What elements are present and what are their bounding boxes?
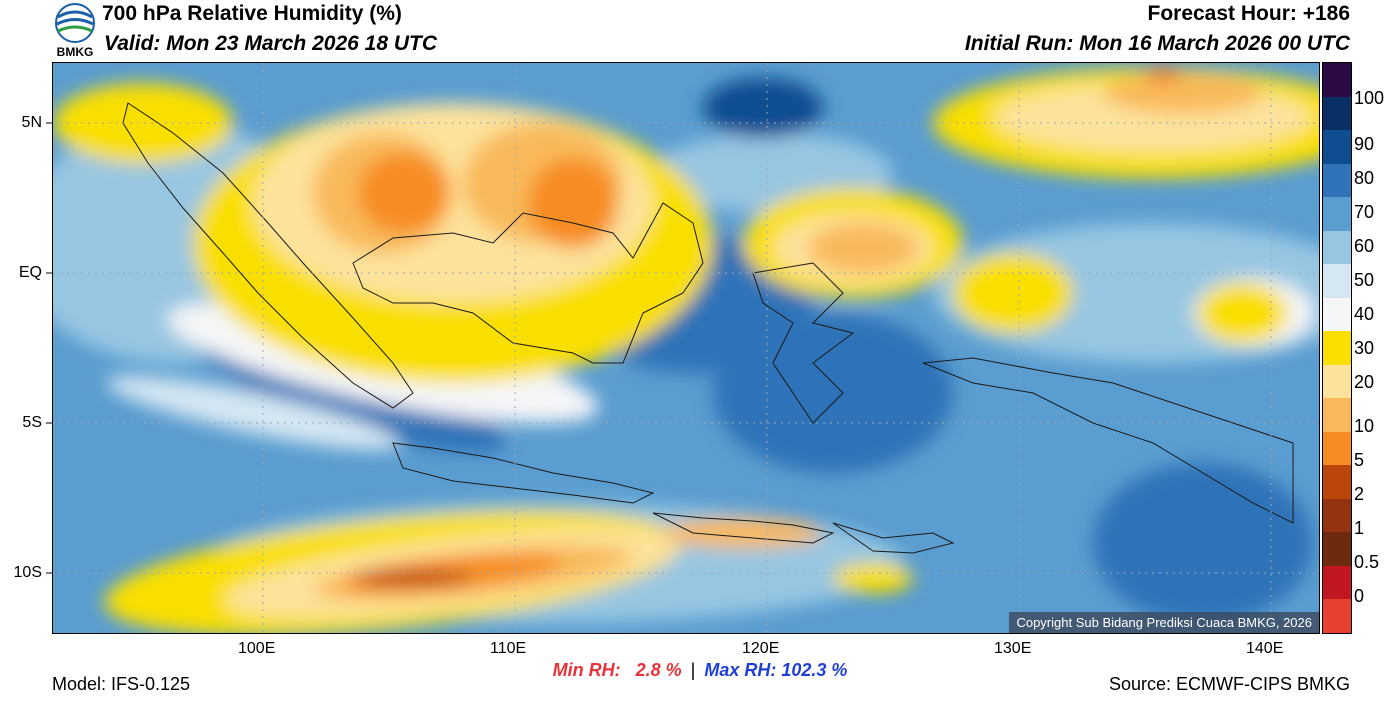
map-title: 700 hPa Relative Humidity (%) xyxy=(102,2,402,25)
colorbar-swatch xyxy=(1323,465,1351,499)
bmkg-logo: BMKG xyxy=(52,2,98,60)
colorbar-label: 100 xyxy=(1354,88,1385,108)
colorbar-label: 90 xyxy=(1354,134,1375,154)
initial-run: Initial Run: Mon 16 March 2026 00 UTC xyxy=(964,32,1350,55)
colorbar-label: 30 xyxy=(1354,338,1375,358)
lat-tick-marks xyxy=(46,62,52,634)
min-rh: Min RH: 2.8 % xyxy=(552,660,682,680)
colorbar-label: 60 xyxy=(1354,236,1375,256)
lat-tick-5s: 5S xyxy=(22,414,42,431)
lon-tick-110e: 110E xyxy=(490,640,527,657)
colorbar-swatch xyxy=(1323,498,1351,533)
colorbar-swatch xyxy=(1323,331,1351,365)
copyright-text: Copyright Sub Bidang Prediksi Cuaca BMKG… xyxy=(1016,615,1312,630)
colorbar-swatch xyxy=(1323,62,1351,97)
colorbar-label: 0.5 xyxy=(1354,552,1380,572)
colorbar-label: 0 xyxy=(1354,586,1365,606)
rh-stats: Min RH: 2.8 % | Max RH: 102.3 % xyxy=(0,660,1400,681)
colorbar-label: 2 xyxy=(1354,484,1365,504)
colorbar-label: 5 xyxy=(1354,450,1365,470)
colorbar-label: 10 xyxy=(1354,416,1375,436)
model-label: Model: IFS-0.125 xyxy=(52,674,191,694)
colorbar-label: 40 xyxy=(1354,304,1375,324)
humidity-field xyxy=(53,63,1319,633)
valid-time: Valid: Mon 23 March 2026 18 UTC xyxy=(104,32,437,55)
lat-tick-10s: 10S xyxy=(13,564,42,581)
max-rh: Max RH: 102.3 % xyxy=(704,660,848,680)
colorbar-swatch xyxy=(1323,364,1351,399)
source-label: Source: ECMWF-CIPS BMKG xyxy=(1108,674,1350,694)
colorbar-swatch xyxy=(1323,130,1351,164)
stats-separator: | xyxy=(690,660,696,680)
colorbar-label: 80 xyxy=(1354,168,1375,188)
colorbar-swatch xyxy=(1323,398,1351,432)
colorbar-swatch xyxy=(1323,264,1351,298)
colorbar-swatches xyxy=(1323,62,1351,633)
colorbar-label: 20 xyxy=(1354,372,1375,392)
colorbar-swatch xyxy=(1323,599,1351,633)
colorbar-label: 1 xyxy=(1354,518,1365,538)
copyright-label: Copyright Sub Bidang Prediksi Cuaca BMKG… xyxy=(1009,612,1319,633)
lon-tick-100e: 100E xyxy=(238,640,276,657)
bmkg-emblem-icon xyxy=(55,3,95,43)
lon-tick-130e: 130E xyxy=(994,640,1032,657)
colorbar-labels: 0 0.5 1 2 5 10 20 30 40 50 60 70 80 90 1… xyxy=(1354,62,1400,634)
logo-text: BMKG xyxy=(56,45,94,59)
colorbar-swatch xyxy=(1323,532,1351,566)
lon-tick-140e: 140E xyxy=(1246,640,1284,657)
colorbar xyxy=(1322,62,1352,634)
lat-tick-eq: EQ xyxy=(18,264,42,281)
colorbar-label: 70 xyxy=(1354,202,1375,222)
lat-tick-5n: 5N xyxy=(21,114,42,131)
colorbar-swatch xyxy=(1323,230,1351,265)
forecast-hour: Forecast Hour: +186 xyxy=(1147,2,1351,25)
colorbar-swatch xyxy=(1323,197,1351,231)
colorbar-swatch xyxy=(1323,565,1351,600)
humidity-map: Copyright Sub Bidang Prediksi Cuaca BMKG… xyxy=(52,62,1320,634)
colorbar-swatch xyxy=(1323,96,1351,131)
colorbar-swatch xyxy=(1323,431,1351,466)
lon-tick-120e: 120E xyxy=(742,640,780,657)
colorbar-label: 50 xyxy=(1354,270,1375,290)
colorbar-swatch xyxy=(1323,297,1351,332)
colorbar-swatch xyxy=(1323,163,1351,198)
